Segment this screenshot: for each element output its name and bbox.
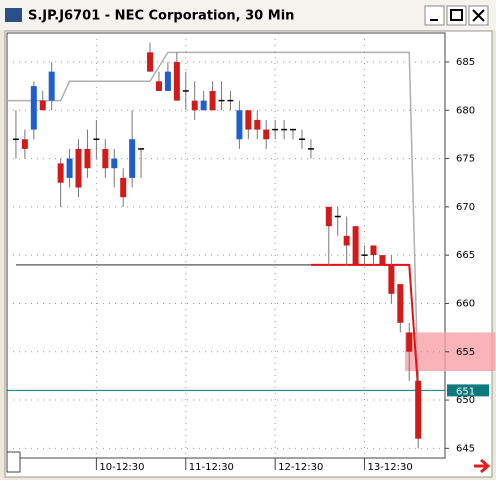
close-icon — [472, 9, 485, 22]
scroll-box[interactable] — [6, 451, 21, 473]
y-tick-label: 680 — [456, 105, 475, 116]
candle-body — [379, 255, 386, 265]
plot-area — [6, 32, 446, 459]
app-icon — [5, 8, 22, 22]
candle-body — [66, 158, 73, 178]
candle-body — [75, 148, 82, 188]
y-tick-label: 645 — [456, 443, 475, 454]
price-zone — [405, 332, 495, 372]
candle-body — [111, 158, 118, 169]
candle-body — [397, 284, 404, 323]
maximize-icon — [450, 9, 463, 21]
candle-body — [164, 71, 171, 91]
y-tick-label: 670 — [456, 202, 475, 213]
window-title: S.JP.J6701 - NEC Corporation, 30 Min — [28, 9, 294, 24]
candle-body — [30, 86, 37, 130]
candle-body — [263, 129, 270, 140]
candle-body — [388, 264, 395, 294]
y-tick-label: 655 — [456, 347, 475, 358]
candle-body — [173, 61, 180, 101]
y-tick-label: 650 — [456, 395, 475, 406]
x-tick-label: 12-12:30 — [278, 462, 323, 473]
last-price-label: 651 — [456, 386, 475, 397]
title-bar — [0, 0, 496, 30]
candle-body — [245, 110, 252, 130]
candle-body — [120, 177, 127, 198]
y-tick-label: 675 — [456, 154, 475, 165]
candle-body — [406, 332, 413, 352]
candle-body — [191, 100, 198, 111]
y-tick-label: 685 — [456, 57, 475, 68]
candle-body — [129, 139, 136, 178]
last-price-box — [447, 384, 489, 397]
x-tick-label: 10-12:30 — [99, 462, 144, 473]
candle-body — [155, 81, 162, 91]
candle-body — [48, 71, 55, 101]
candle-body — [352, 226, 359, 265]
indicator-line — [310, 263, 420, 391]
candle-body — [370, 245, 377, 256]
x-tick-label: 13-12:30 — [368, 462, 413, 473]
scroll-arrow[interactable] — [474, 458, 491, 474]
minimize-button[interactable] — [424, 5, 445, 26]
candle-body — [415, 380, 422, 439]
candle-body — [209, 90, 216, 111]
candle-body — [39, 100, 46, 111]
candle-body — [325, 206, 332, 227]
candle-body — [57, 163, 64, 183]
window-buttons[interactable] — [424, 5, 489, 26]
candle-body — [200, 100, 207, 111]
candle-body — [21, 139, 28, 149]
x-tick-label: 11-12:30 — [189, 462, 234, 473]
candle-body — [236, 110, 243, 140]
maximize-button[interactable] — [446, 5, 467, 26]
candle-body — [102, 148, 109, 169]
candle-body — [343, 235, 350, 246]
candle-body — [254, 119, 261, 130]
y-tick-label: 660 — [456, 298, 475, 309]
candle-body — [84, 148, 91, 169]
indicator-line — [7, 51, 419, 391]
y-tick-label: 665 — [456, 250, 475, 261]
candle-body — [147, 52, 154, 72]
